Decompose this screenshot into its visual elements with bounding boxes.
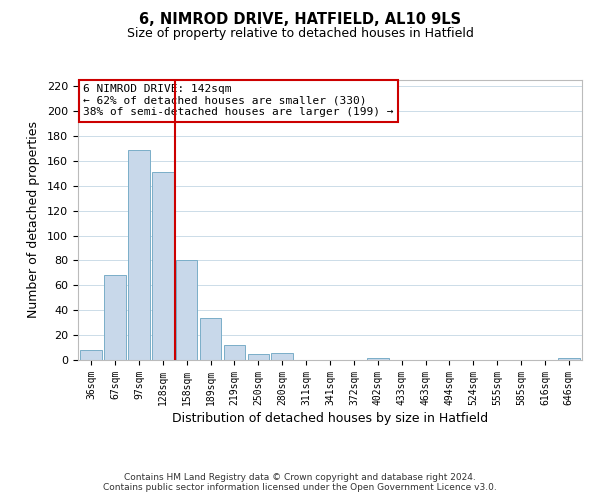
- Bar: [558, 358, 580, 360]
- Text: 6 NIMROD DRIVE: 142sqm
← 62% of detached houses are smaller (330)
38% of semi-de: 6 NIMROD DRIVE: 142sqm ← 62% of detached…: [83, 84, 394, 117]
- Text: Contains HM Land Registry data © Crown copyright and database right 2024.: Contains HM Land Registry data © Crown c…: [124, 472, 476, 482]
- Text: Size of property relative to detached houses in Hatfield: Size of property relative to detached ho…: [127, 28, 473, 40]
- X-axis label: Distribution of detached houses by size in Hatfield: Distribution of detached houses by size …: [172, 412, 488, 425]
- Bar: [248, 354, 269, 360]
- Bar: [104, 276, 126, 360]
- Bar: [176, 260, 197, 360]
- Bar: [367, 358, 389, 360]
- Bar: [224, 345, 245, 360]
- Bar: [152, 172, 173, 360]
- Bar: [80, 350, 102, 360]
- Text: Contains public sector information licensed under the Open Government Licence v3: Contains public sector information licen…: [103, 482, 497, 492]
- Y-axis label: Number of detached properties: Number of detached properties: [27, 122, 40, 318]
- Text: 6, NIMROD DRIVE, HATFIELD, AL10 9LS: 6, NIMROD DRIVE, HATFIELD, AL10 9LS: [139, 12, 461, 28]
- Bar: [128, 150, 149, 360]
- Bar: [271, 352, 293, 360]
- Bar: [200, 318, 221, 360]
